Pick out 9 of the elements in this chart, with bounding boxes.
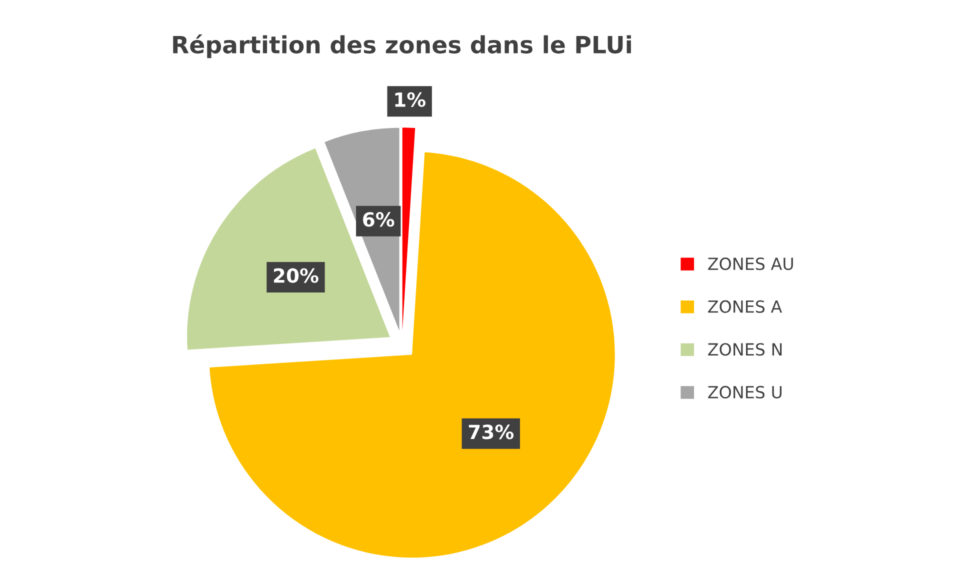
- legend-label: ZONES N: [708, 343, 782, 356]
- chart-title: Répartition des zones dans le PLUi: [173, 34, 631, 58]
- data-label: 1%: [395, 92, 426, 107]
- legend-label: ZONES A: [708, 300, 782, 313]
- legend-label: ZONES AU: [708, 257, 793, 270]
- legend-label: ZONES U: [708, 386, 782, 398]
- data-label: 73%: [468, 424, 514, 440]
- data-label: 6%: [363, 212, 394, 227]
- data-label: 20%: [274, 268, 318, 283]
